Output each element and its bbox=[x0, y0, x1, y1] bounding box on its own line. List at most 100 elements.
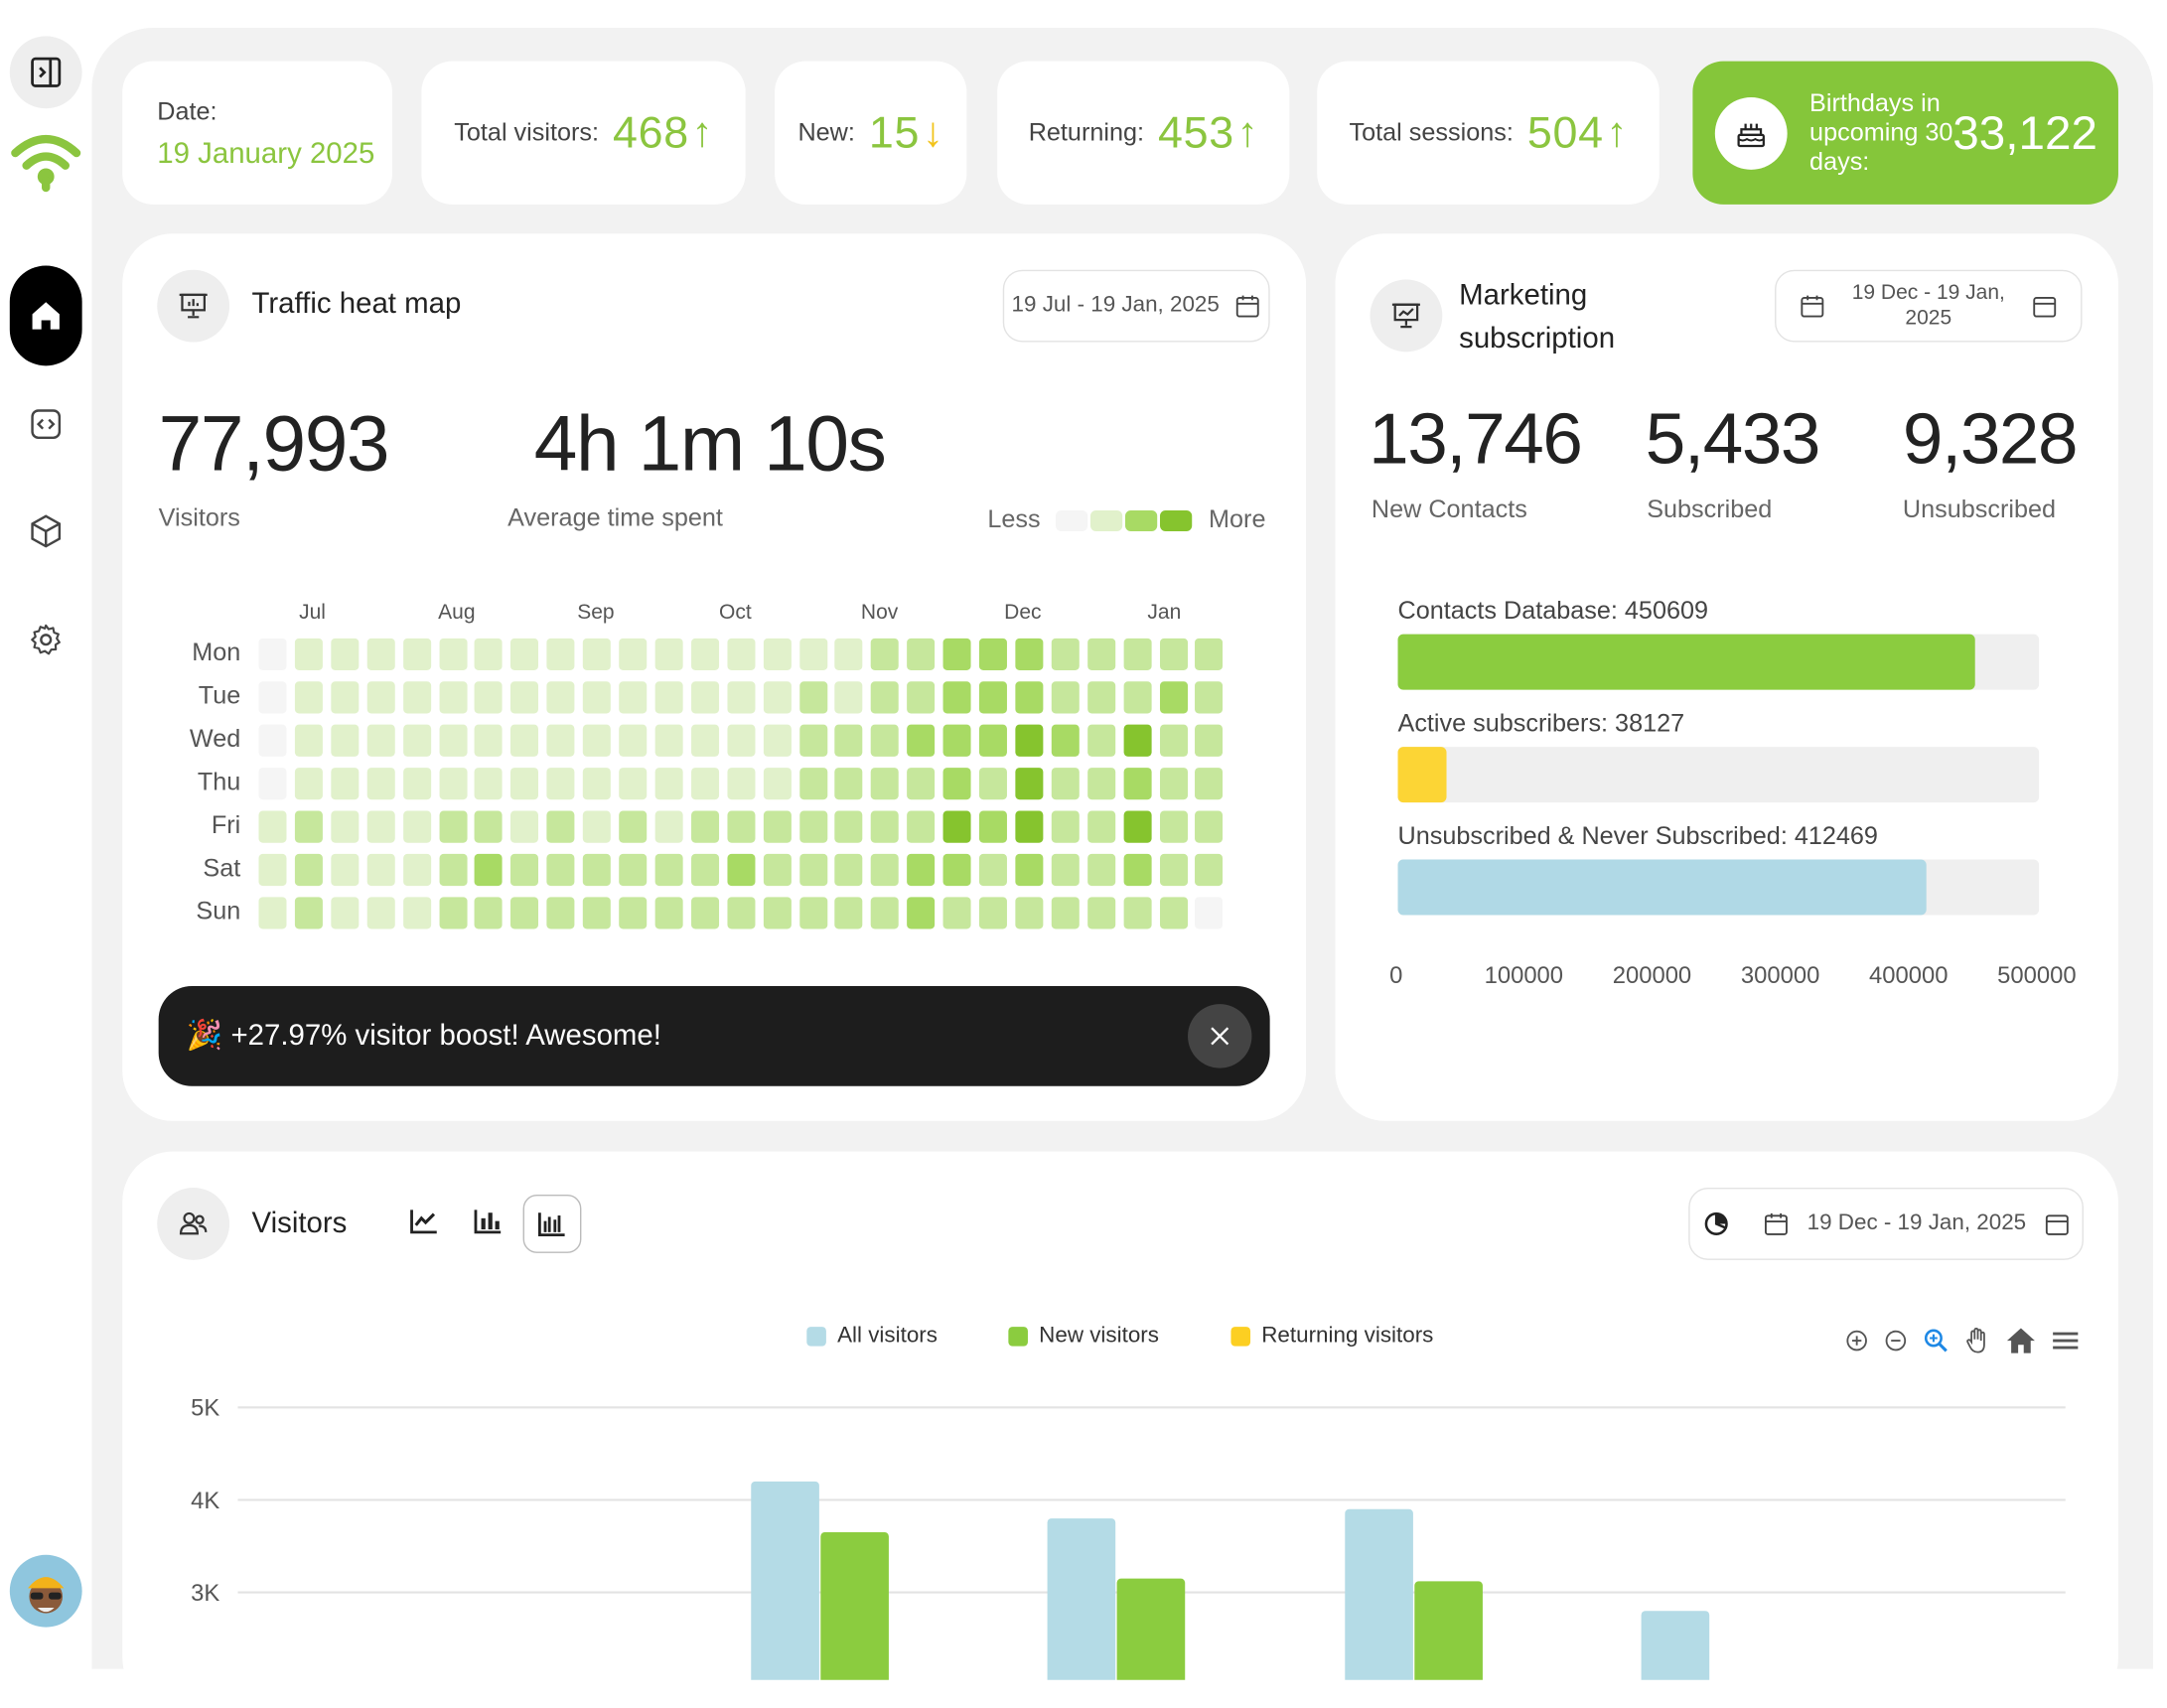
menu-icon[interactable] bbox=[2049, 1324, 2083, 1357]
heatmap-cell[interactable] bbox=[258, 853, 287, 887]
heatmap-cell[interactable] bbox=[258, 724, 287, 757]
grouped-bar-toggle[interactable] bbox=[522, 1195, 582, 1253]
toggle-sidebar-button[interactable] bbox=[9, 36, 82, 109]
heatmap-cell[interactable] bbox=[294, 638, 323, 671]
heatmap-cell[interactable] bbox=[978, 768, 1007, 800]
heatmap-cell[interactable] bbox=[654, 810, 683, 843]
heatmap-cell[interactable] bbox=[546, 724, 575, 757]
heatmap-cell[interactable] bbox=[654, 681, 683, 714]
heatmap-cell[interactable] bbox=[654, 724, 683, 757]
heatmap-cell[interactable] bbox=[942, 724, 971, 757]
heatmap-cell[interactable] bbox=[438, 768, 467, 800]
heatmap-cell[interactable] bbox=[258, 768, 287, 800]
heatmap-cell[interactable] bbox=[402, 810, 431, 843]
marketing-date-picker[interactable]: 19 Dec - 19 Jan, 2025 bbox=[1775, 269, 2083, 343]
heatmap-cell[interactable] bbox=[942, 853, 971, 887]
heatmap-cell[interactable] bbox=[402, 768, 431, 800]
heatmap-cell[interactable] bbox=[582, 768, 611, 800]
heatmap-cell[interactable] bbox=[1195, 724, 1224, 757]
magnifier-icon[interactable] bbox=[1921, 1326, 1951, 1356]
heatmap-cell[interactable] bbox=[1051, 897, 1080, 929]
heatmap-cell[interactable] bbox=[258, 638, 287, 671]
heatmap-cell[interactable] bbox=[871, 724, 900, 757]
heatmap-cell[interactable] bbox=[1015, 810, 1044, 843]
heatmap-cell[interactable] bbox=[1195, 768, 1224, 800]
heatmap-cell[interactable] bbox=[402, 853, 431, 887]
heatmap-cell[interactable] bbox=[258, 681, 287, 714]
heatmap-cell[interactable] bbox=[438, 810, 467, 843]
heatmap-cell[interactable] bbox=[582, 853, 611, 887]
heatmap-cell[interactable] bbox=[619, 638, 648, 671]
bar-all-visitors[interactable] bbox=[1345, 1508, 1413, 1680]
heatmap-cell[interactable] bbox=[294, 724, 323, 757]
bar-new-visitors[interactable] bbox=[1414, 1581, 1483, 1680]
heatmap-cell[interactable] bbox=[438, 853, 467, 887]
heatmap-cell[interactable] bbox=[1159, 853, 1188, 887]
heatmap-cell[interactable] bbox=[1123, 853, 1152, 887]
heatmap-cell[interactable] bbox=[1123, 768, 1152, 800]
heatmap-cell[interactable] bbox=[1015, 681, 1044, 714]
heatmap-cell[interactable] bbox=[798, 768, 827, 800]
heatmap-cell[interactable] bbox=[402, 897, 431, 929]
heatmap-cell[interactable] bbox=[294, 681, 323, 714]
heatmap-date-picker[interactable]: 19 Jul - 19 Jan, 2025 bbox=[1002, 269, 1270, 343]
heatmap-cell[interactable] bbox=[763, 681, 792, 714]
bar-all-visitors[interactable] bbox=[751, 1481, 819, 1680]
heatmap-cell[interactable] bbox=[834, 768, 863, 800]
heatmap-cell[interactable] bbox=[727, 681, 756, 714]
heatmap-cell[interactable] bbox=[475, 810, 504, 843]
pie-chart-icon[interactable] bbox=[1701, 1209, 1732, 1239]
bar-new-visitors[interactable] bbox=[820, 1532, 889, 1680]
heatmap-cell[interactable] bbox=[871, 681, 900, 714]
heatmap-cell[interactable] bbox=[366, 897, 395, 929]
heatmap-cell[interactable] bbox=[366, 810, 395, 843]
heatmap-cell[interactable] bbox=[978, 853, 1007, 887]
heatmap-cell[interactable] bbox=[1123, 681, 1152, 714]
heatmap-cell[interactable] bbox=[1051, 853, 1080, 887]
heatmap-cell[interactable] bbox=[619, 724, 648, 757]
heatmap-cell[interactable] bbox=[690, 638, 719, 671]
heatmap-cell[interactable] bbox=[1159, 638, 1188, 671]
heatmap-cell[interactable] bbox=[834, 810, 863, 843]
heatmap-cell[interactable] bbox=[834, 853, 863, 887]
heatmap-cell[interactable] bbox=[1086, 681, 1115, 714]
heatmap-cell[interactable] bbox=[690, 768, 719, 800]
heatmap-cell[interactable] bbox=[546, 681, 575, 714]
heatmap-cell[interactable] bbox=[1015, 638, 1044, 671]
heatmap-cell[interactable] bbox=[331, 681, 360, 714]
heatmap-cell[interactable] bbox=[690, 853, 719, 887]
heatmap-cell[interactable] bbox=[331, 810, 360, 843]
bar-fill[interactable] bbox=[1397, 859, 1928, 916]
heatmap-cell[interactable] bbox=[438, 638, 467, 671]
heatmap-cell[interactable] bbox=[727, 853, 756, 887]
heatmap-cell[interactable] bbox=[546, 768, 575, 800]
heatmap-cell[interactable] bbox=[331, 724, 360, 757]
heatmap-cell[interactable] bbox=[1086, 724, 1115, 757]
heatmap-cell[interactable] bbox=[582, 897, 611, 929]
heatmap-cell[interactable] bbox=[402, 681, 431, 714]
heatmap-cell[interactable] bbox=[654, 853, 683, 887]
heatmap-cell[interactable] bbox=[654, 638, 683, 671]
heatmap-cell[interactable] bbox=[871, 897, 900, 929]
heatmap-cell[interactable] bbox=[763, 853, 792, 887]
bar-all-visitors[interactable] bbox=[1641, 1611, 1710, 1680]
heatmap-cell[interactable] bbox=[1123, 810, 1152, 843]
heatmap-cell[interactable] bbox=[727, 768, 756, 800]
heatmap-cell[interactable] bbox=[331, 638, 360, 671]
heatmap-cell[interactable] bbox=[1051, 724, 1080, 757]
heatmap-cell[interactable] bbox=[331, 768, 360, 800]
heatmap-cell[interactable] bbox=[1159, 681, 1188, 714]
heatmap-cell[interactable] bbox=[331, 853, 360, 887]
heatmap-cell[interactable] bbox=[475, 724, 504, 757]
heatmap-cell[interactable] bbox=[1195, 897, 1224, 929]
heatmap-cell[interactable] bbox=[366, 853, 395, 887]
heatmap-cell[interactable] bbox=[1195, 853, 1224, 887]
heatmap-cell[interactable] bbox=[798, 853, 827, 887]
heatmap-cell[interactable] bbox=[510, 724, 539, 757]
nav-home-button[interactable] bbox=[9, 265, 82, 366]
heatmap-cell[interactable] bbox=[942, 897, 971, 929]
heatmap-cell[interactable] bbox=[907, 853, 936, 887]
heatmap-cell[interactable] bbox=[510, 681, 539, 714]
heatmap-cell[interactable] bbox=[546, 810, 575, 843]
zoom-in-icon[interactable] bbox=[1843, 1327, 1871, 1354]
